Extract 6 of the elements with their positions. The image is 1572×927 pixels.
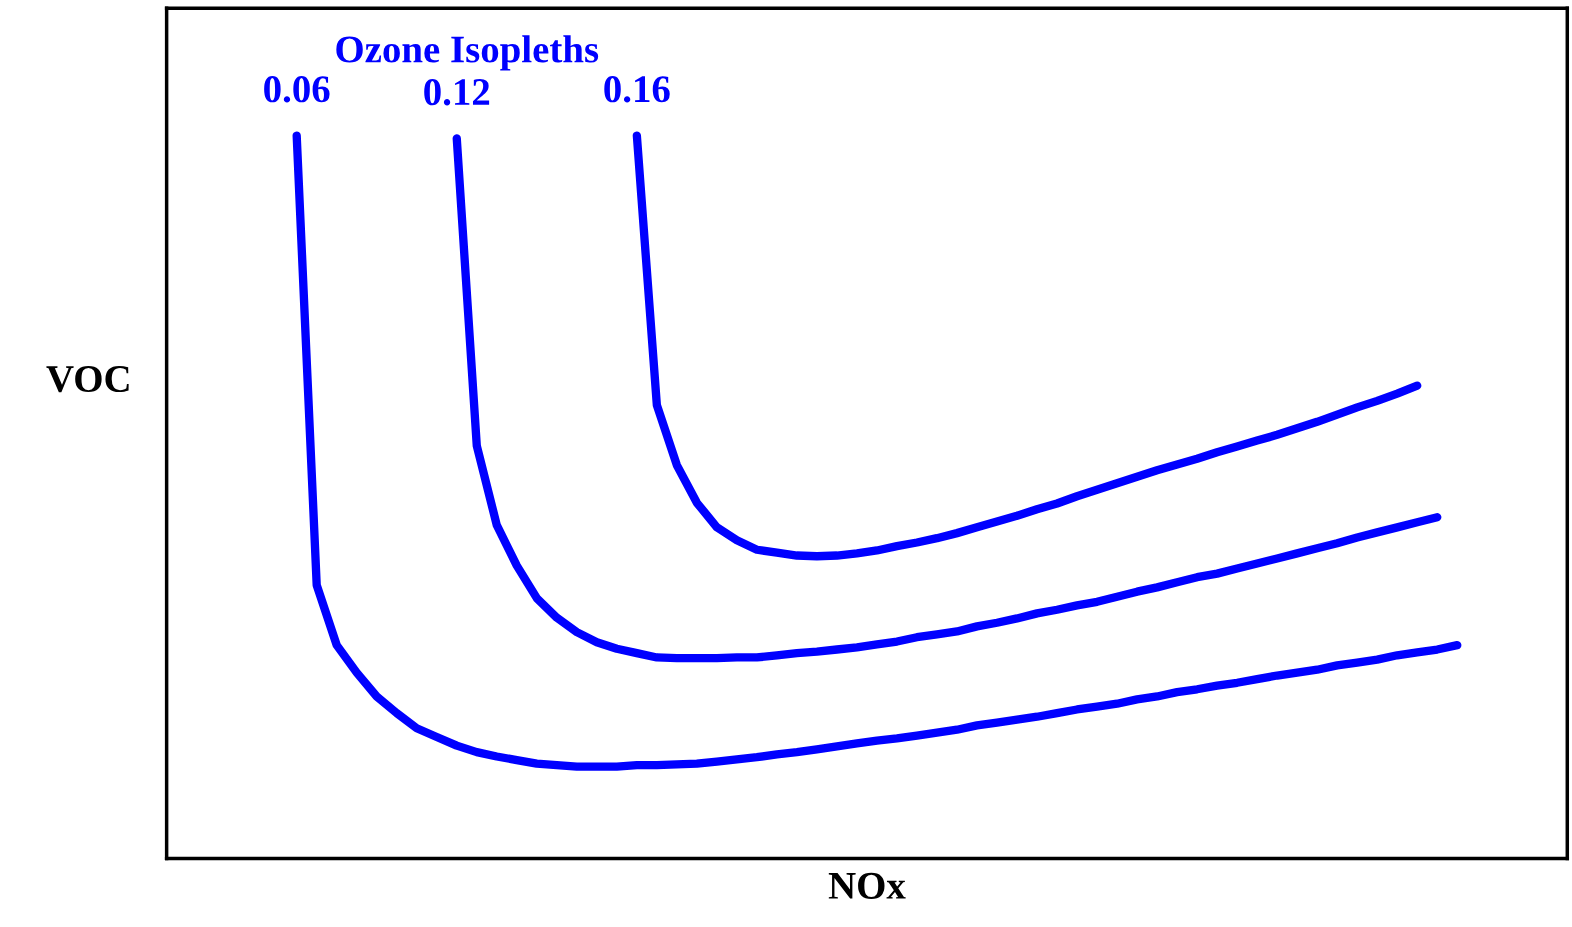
chart-title: Ozone Isopleths	[336, 35, 599, 71]
series-label: 0.06	[264, 76, 330, 103]
y-axis-title: VOC	[46, 365, 129, 393]
series-label: 0.12	[424, 79, 490, 106]
series-label: 0.16	[604, 76, 670, 103]
x-axis-title: NOx	[828, 872, 906, 899]
